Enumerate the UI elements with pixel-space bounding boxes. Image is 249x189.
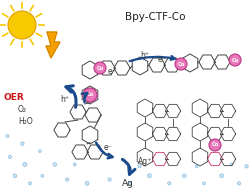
Circle shape [23, 162, 27, 167]
Polygon shape [46, 32, 60, 58]
FancyArrowPatch shape [96, 143, 113, 158]
Text: OER: OER [3, 92, 24, 101]
Text: Co: Co [86, 92, 94, 98]
Text: Co: Co [211, 143, 219, 147]
FancyArrowPatch shape [82, 93, 87, 102]
Text: Bpy-CTF-Co: Bpy-CTF-Co [125, 12, 185, 22]
Circle shape [138, 165, 141, 168]
FancyArrowPatch shape [66, 86, 76, 107]
Circle shape [128, 182, 131, 185]
Circle shape [230, 163, 233, 166]
Circle shape [203, 182, 206, 185]
Circle shape [66, 178, 69, 181]
Circle shape [94, 62, 106, 74]
Circle shape [183, 174, 186, 178]
Circle shape [6, 135, 9, 138]
Circle shape [108, 178, 111, 181]
Circle shape [28, 182, 31, 185]
Circle shape [8, 11, 36, 39]
Circle shape [238, 182, 241, 185]
Text: Co: Co [177, 61, 185, 67]
Circle shape [83, 88, 97, 102]
Text: e⁻: e⁻ [104, 143, 112, 153]
Circle shape [147, 174, 151, 178]
Text: O₂: O₂ [18, 105, 27, 114]
Text: H₂O: H₂O [18, 118, 33, 126]
Circle shape [85, 181, 89, 185]
FancyArrowPatch shape [130, 56, 175, 61]
Text: e⁻: e⁻ [158, 56, 166, 64]
Circle shape [21, 142, 24, 145]
Circle shape [245, 165, 248, 168]
Text: Ag⁺: Ag⁺ [138, 157, 152, 167]
Text: e⁻: e⁻ [108, 67, 116, 77]
Circle shape [195, 165, 198, 168]
Circle shape [41, 174, 44, 177]
Circle shape [53, 163, 57, 166]
Circle shape [13, 174, 17, 178]
Text: Ag: Ag [122, 178, 134, 187]
Circle shape [209, 139, 221, 151]
Text: h⁺: h⁺ [140, 50, 149, 60]
Text: Co: Co [231, 57, 239, 63]
Text: h⁺: h⁺ [61, 95, 69, 105]
Circle shape [168, 182, 171, 185]
Circle shape [73, 163, 76, 166]
Circle shape [175, 58, 187, 70]
Circle shape [229, 54, 241, 66]
Circle shape [220, 174, 224, 178]
Circle shape [8, 155, 11, 158]
Circle shape [39, 150, 41, 153]
Text: Co: Co [96, 66, 104, 70]
FancyArrowPatch shape [123, 159, 135, 174]
